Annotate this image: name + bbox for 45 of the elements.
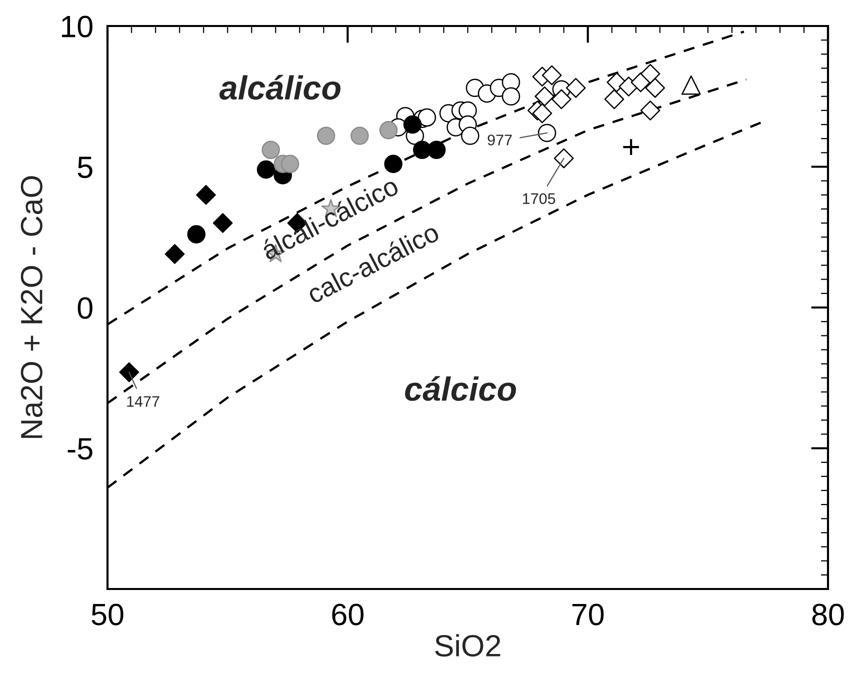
annotation: 1705 (522, 193, 556, 204)
x-axis-title: SiO2 (435, 634, 500, 657)
annotation: cálcico (405, 376, 516, 401)
y-tick-label: 5 (78, 156, 92, 178)
point (538, 124, 556, 142)
point (187, 225, 206, 244)
point (262, 140, 280, 159)
x-tick-label: 60 (332, 604, 364, 626)
point (280, 154, 300, 174)
point (502, 87, 520, 106)
point (316, 126, 336, 145)
point (427, 140, 446, 159)
point (645, 78, 666, 98)
x-tick-label: 50 (92, 604, 124, 626)
point (534, 86, 555, 106)
point (379, 121, 398, 140)
point (196, 184, 216, 205)
annotation: alcálico (219, 74, 340, 100)
point (551, 89, 572, 110)
point (384, 154, 402, 174)
point (681, 75, 701, 95)
y-tick-label: -5 (68, 438, 92, 460)
x-tick-label: 80 (812, 604, 844, 626)
annotation: 977 (488, 134, 512, 146)
annotation: 1477 (127, 396, 160, 407)
point (554, 148, 574, 168)
y-tick-label: 0 (78, 297, 92, 319)
point (542, 65, 562, 86)
point (640, 100, 660, 120)
x-tick-label: 70 (572, 604, 604, 626)
point (566, 78, 586, 98)
point (461, 126, 480, 145)
point (418, 108, 436, 127)
point (164, 244, 185, 264)
y-axis-title: Na2O + K2O - CaO (20, 176, 42, 438)
point (212, 213, 233, 233)
point (403, 115, 422, 134)
point (622, 138, 640, 156)
point (640, 64, 660, 84)
y-tick-label: 10 (62, 16, 92, 38)
point (604, 89, 624, 110)
point (532, 103, 552, 124)
point (119, 362, 140, 382)
point (256, 160, 276, 179)
point (350, 126, 369, 145)
